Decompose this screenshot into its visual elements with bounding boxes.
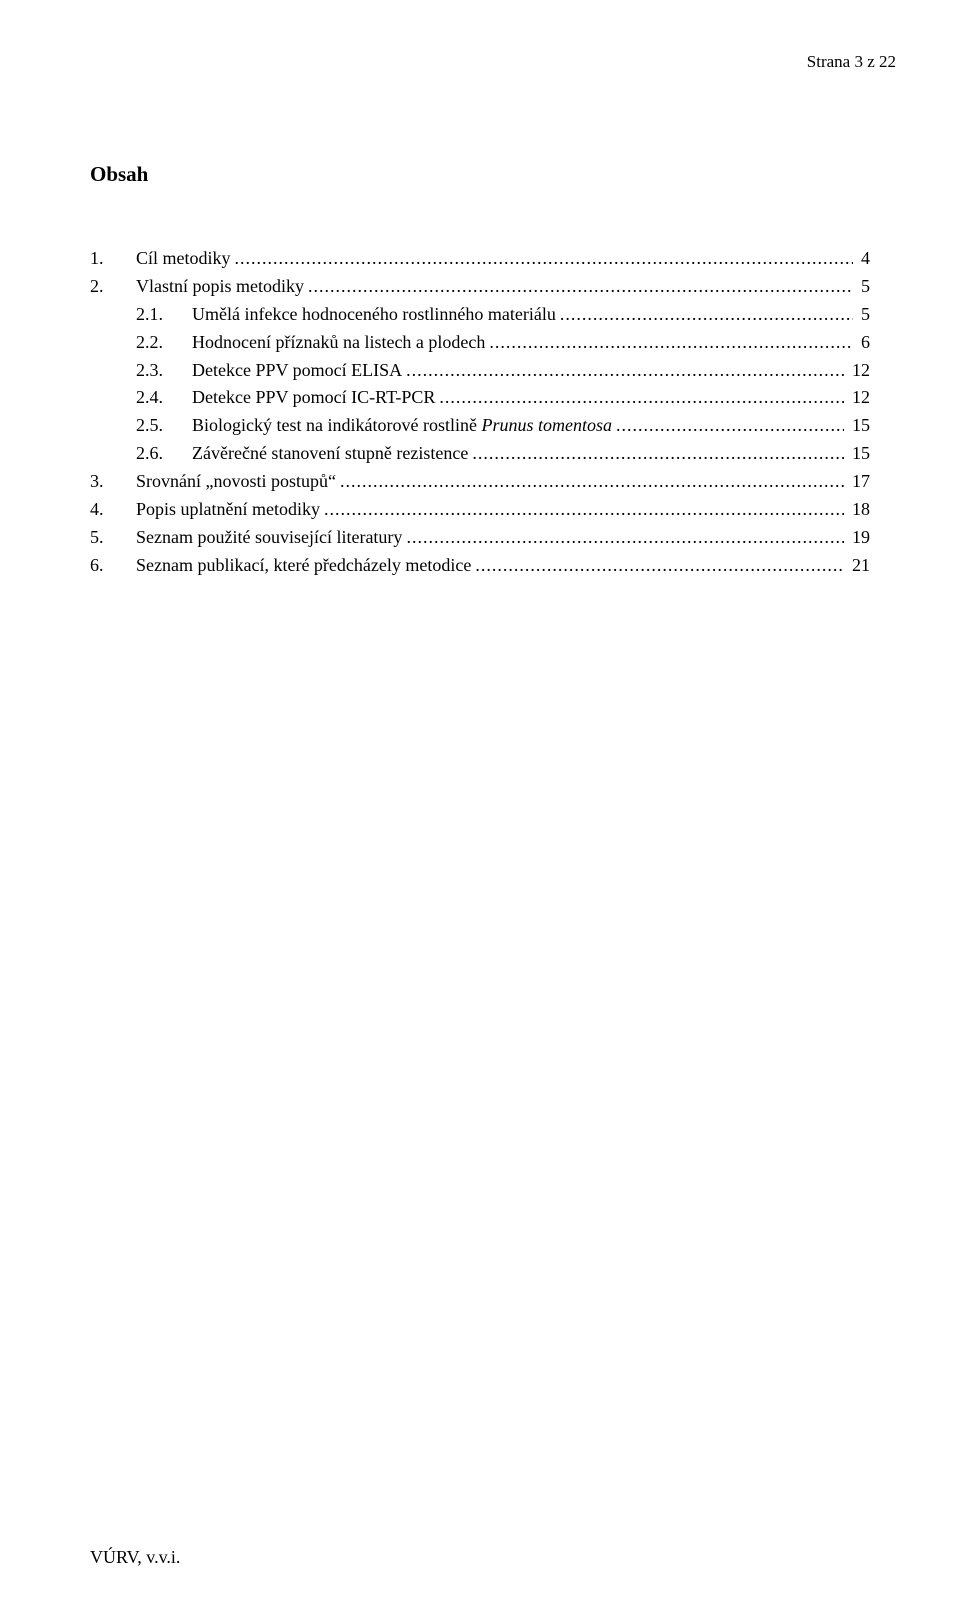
toc-entry-text: Vlastní popis metodiky bbox=[136, 273, 304, 301]
toc-entry-text: Závěrečné stanovení stupně rezistence bbox=[192, 440, 468, 468]
toc-entry-number: 2.6. bbox=[136, 440, 192, 468]
toc-entry-page: 21 bbox=[848, 552, 870, 580]
toc-entry-page: 12 bbox=[848, 357, 870, 385]
toc-leader-dots bbox=[439, 384, 844, 412]
toc-entry-page: 4 bbox=[857, 245, 870, 273]
toc-entry-text: Srovnání „novosti postupů“ bbox=[136, 468, 336, 496]
toc-entry-number: 5. bbox=[90, 524, 136, 552]
toc-entry: 2.2.Hodnocení příznaků na listech a plod… bbox=[90, 329, 870, 357]
toc-entry: 2.4.Detekce PPV pomocí IC-RT-PCR 12 bbox=[90, 384, 870, 412]
toc-entry-number: 2.4. bbox=[136, 384, 192, 412]
toc-entry-number: 2.3. bbox=[136, 357, 192, 385]
toc-entry-text: Detekce PPV pomocí ELISA bbox=[192, 357, 402, 385]
page-title: Obsah bbox=[90, 162, 870, 187]
toc-entry-text: Biologický test na indikátorové rostlině… bbox=[192, 412, 612, 440]
toc-entry-page: 12 bbox=[848, 384, 870, 412]
toc-entry-text: Umělá infekce hodnoceného rostlinného ma… bbox=[192, 301, 556, 329]
toc-entry-number: 2. bbox=[90, 273, 136, 301]
table-of-contents: 1.Cíl metodiky 4 2.Vlastní popis metodiky 5… bbox=[90, 245, 870, 580]
toc-leader-dots bbox=[472, 440, 844, 468]
toc-entry-page: 19 bbox=[848, 524, 870, 552]
toc-entry-number: 1. bbox=[90, 245, 136, 273]
toc-entry: 2.6.Závěrečné stanovení stupně rezistenc… bbox=[90, 440, 870, 468]
toc-entry: 3.Srovnání „novosti postupů“ 17 bbox=[90, 468, 870, 496]
toc-entry-number: 3. bbox=[90, 468, 136, 496]
toc-entry-italic: Prunus tomentosa bbox=[481, 415, 612, 435]
toc-entry: 2.1.Umělá infekce hodnoceného rostlinnéh… bbox=[90, 301, 870, 329]
toc-leader-dots bbox=[406, 357, 844, 385]
toc-leader-dots bbox=[616, 412, 844, 440]
toc-entry: 4.Popis uplatnění metodiky 18 bbox=[90, 496, 870, 524]
toc-entry-text: Seznam použité související literatury bbox=[136, 524, 402, 552]
toc-entry-text: Seznam publikací, které předcházely meto… bbox=[136, 552, 471, 580]
toc-leader-dots bbox=[340, 468, 844, 496]
toc-entry: 2.3.Detekce PPV pomocí ELISA 12 bbox=[90, 357, 870, 385]
footer-text: VÚRV, v.v.i. bbox=[90, 1547, 180, 1568]
toc-entry-text: Popis uplatnění metodiky bbox=[136, 496, 320, 524]
toc-leader-dots bbox=[324, 496, 844, 524]
toc-leader-dots bbox=[560, 301, 853, 329]
toc-entry-page: 18 bbox=[848, 496, 870, 524]
toc-entry: 6.Seznam publikací, které předcházely me… bbox=[90, 552, 870, 580]
toc-entry-page: 5 bbox=[857, 273, 870, 301]
toc-entry-number: 6. bbox=[90, 552, 136, 580]
toc-entry-number: 2.2. bbox=[136, 329, 192, 357]
toc-leader-dots bbox=[406, 524, 844, 552]
toc-entry: 1.Cíl metodiky 4 bbox=[90, 245, 870, 273]
toc-leader-dots bbox=[308, 273, 853, 301]
toc-entry-page: 15 bbox=[848, 412, 870, 440]
toc-entry-text: Cíl metodiky bbox=[136, 245, 231, 273]
toc-entry: 2.Vlastní popis metodiky 5 bbox=[90, 273, 870, 301]
toc-entry-number: 4. bbox=[90, 496, 136, 524]
toc-entry-text: Detekce PPV pomocí IC-RT-PCR bbox=[192, 384, 435, 412]
toc-entry-text: Hodnocení příznaků na listech a plodech bbox=[192, 329, 485, 357]
toc-leader-dots bbox=[475, 552, 844, 580]
toc-leader-dots bbox=[489, 329, 853, 357]
toc-entry-page: 15 bbox=[848, 440, 870, 468]
toc-entry: 2.5.Biologický test na indikátorové rost… bbox=[90, 412, 870, 440]
toc-entry-number: 2.5. bbox=[136, 412, 192, 440]
toc-entry-number: 2.1. bbox=[136, 301, 192, 329]
toc-entry-page: 5 bbox=[857, 301, 870, 329]
page-number: Strana 3 z 22 bbox=[807, 52, 896, 72]
toc-entry-page: 17 bbox=[848, 468, 870, 496]
toc-entry-page: 6 bbox=[857, 329, 870, 357]
toc-leader-dots bbox=[235, 245, 854, 273]
toc-entry: 5.Seznam použité související literatury 1… bbox=[90, 524, 870, 552]
